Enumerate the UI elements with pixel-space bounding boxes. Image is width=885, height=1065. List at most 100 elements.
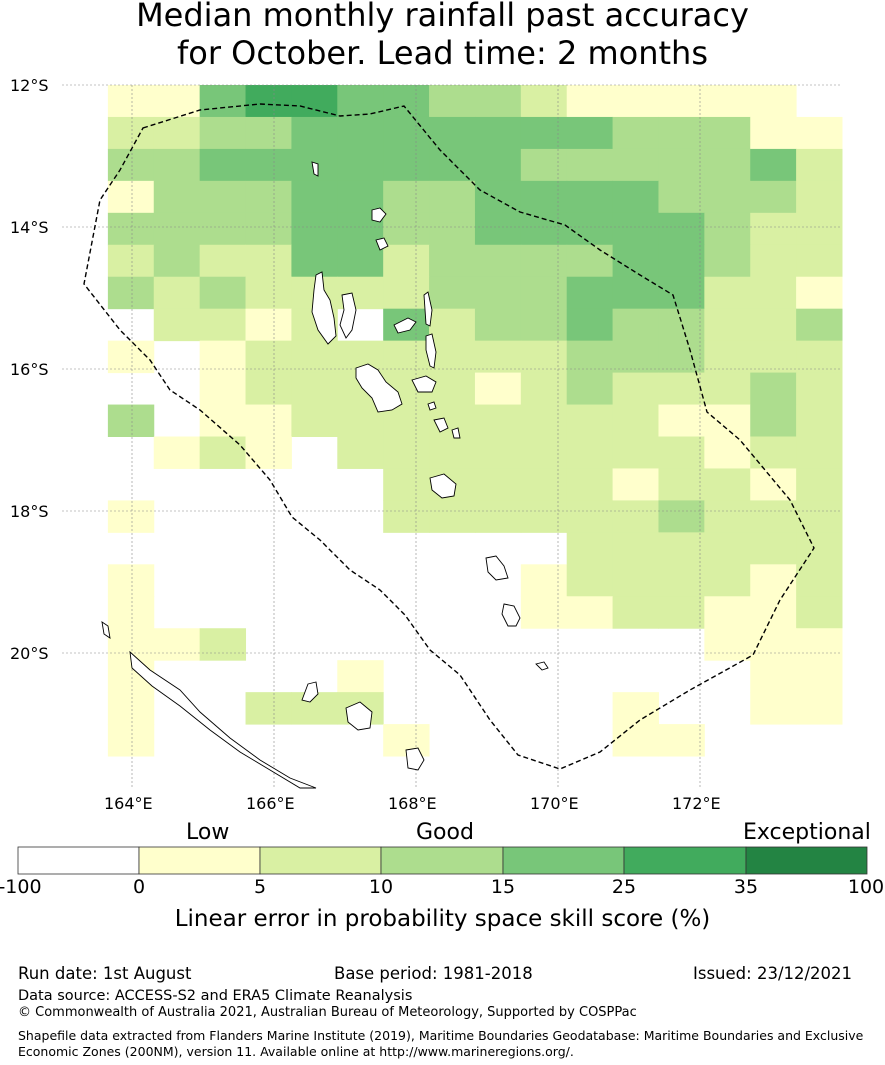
grid-cell [245, 276, 292, 310]
grid-cell [566, 180, 614, 214]
grid-cell [612, 596, 659, 629]
colorbar-segment [502, 846, 625, 875]
grid-cell [612, 372, 659, 406]
data-source: Data source: ACCESS-S2 and ERA5 Climate … [18, 988, 413, 1004]
colorbar-title: Linear error in probability space skill … [174, 906, 711, 932]
grid-cell [750, 596, 797, 629]
grid-cell [153, 212, 201, 246]
colorbar-segment [17, 846, 140, 875]
grid-cell [474, 404, 522, 437]
grid-cell [245, 340, 292, 374]
grid-cell [199, 116, 247, 150]
grid-cell [199, 404, 247, 437]
grid-cell [474, 85, 522, 118]
island-aneityum [535, 661, 549, 671]
grid-cell [199, 244, 247, 278]
grid-cell [199, 372, 247, 406]
grid-cell [750, 564, 797, 597]
grid-cell [429, 276, 476, 310]
grid-cell [520, 180, 568, 214]
grid-cell [612, 148, 659, 182]
grid-cell [796, 244, 843, 278]
grid-cell [658, 724, 705, 757]
grid-cell [429, 340, 476, 374]
grid-cell [658, 180, 705, 214]
grid-cell [337, 85, 384, 118]
coastlines [101, 161, 549, 789]
grid-cell [796, 308, 843, 342]
grid-cell [337, 244, 384, 278]
grid-cell [474, 372, 522, 406]
grid-cell [520, 372, 568, 406]
grid-cell [429, 436, 476, 469]
grid-cell [245, 692, 292, 725]
grid-cell [429, 244, 476, 278]
grid-cell [291, 372, 338, 406]
grid-cell [704, 212, 751, 246]
lat-label-18s: 18°S [10, 502, 49, 521]
lat-label-16s: 16°S [10, 360, 49, 379]
grid-cell [658, 436, 705, 469]
grid-cell [107, 276, 155, 310]
island-ambrym [411, 375, 437, 393]
grid-cell [658, 564, 705, 597]
grid-cell [704, 596, 751, 629]
grid-cell [750, 436, 797, 469]
grid-cell [750, 276, 797, 310]
grid-cell [658, 404, 705, 437]
grid-cell [107, 724, 155, 757]
issued-date: Issued: 23/12/2021 [693, 964, 853, 983]
island-paama [427, 401, 437, 411]
map-title-line1: Median monthly rainfall past accuracy [136, 0, 749, 34]
grid-cell [658, 148, 705, 182]
grid-cell [658, 372, 705, 406]
colorbar-segment [138, 846, 261, 875]
colorbar-tick: 10 [368, 876, 394, 898]
lat-label-20s: 20°S [10, 644, 49, 663]
graticule [62, 84, 842, 788]
grid-cell [750, 85, 797, 118]
grid-cell [566, 372, 614, 406]
grid-cell [566, 596, 614, 629]
colorbar-tick: 25 [611, 876, 637, 898]
grid-cell [658, 85, 705, 118]
grid-cell [750, 500, 797, 533]
lat-label-14s: 14°S [10, 218, 49, 237]
grid-cell [750, 660, 797, 693]
grid-cell [107, 212, 155, 246]
grid-cell [153, 180, 201, 214]
grid-cell [750, 340, 797, 374]
island-tanna [501, 603, 521, 627]
grid-cell [566, 212, 614, 246]
grid-cell [704, 340, 751, 374]
grid-cell [704, 308, 751, 342]
island-efate [429, 473, 457, 499]
grid-cell [612, 180, 659, 214]
colorbar-label-low: Low [186, 820, 230, 845]
grid-cell [704, 180, 751, 214]
grid-cell [337, 116, 384, 150]
grid-cell [337, 436, 384, 469]
grid-cell [566, 404, 614, 437]
grid-cell [704, 436, 751, 469]
grid-cell [337, 180, 384, 214]
grid-cell [796, 660, 843, 693]
grid-cell [520, 596, 568, 629]
skill-score-grid [107, 85, 843, 757]
grid-cell [291, 180, 338, 214]
grid-cell [107, 404, 155, 437]
lon-label-168e: 168°E [388, 794, 437, 813]
grid-cell [474, 276, 522, 310]
lon-label-166e: 166°E [246, 794, 295, 813]
grid-cell [566, 276, 614, 310]
lon-label-170e: 170°E [530, 794, 579, 813]
grid-cell [107, 116, 155, 150]
island-vanua-lava [371, 207, 387, 223]
grid-cell [245, 85, 292, 118]
grid-cell [107, 596, 155, 629]
run-date: Run date: 1st August [18, 964, 192, 983]
grid-cell [383, 340, 430, 374]
grid-cell [520, 116, 568, 150]
grid-cell [383, 116, 430, 150]
grid-cell [704, 85, 751, 118]
